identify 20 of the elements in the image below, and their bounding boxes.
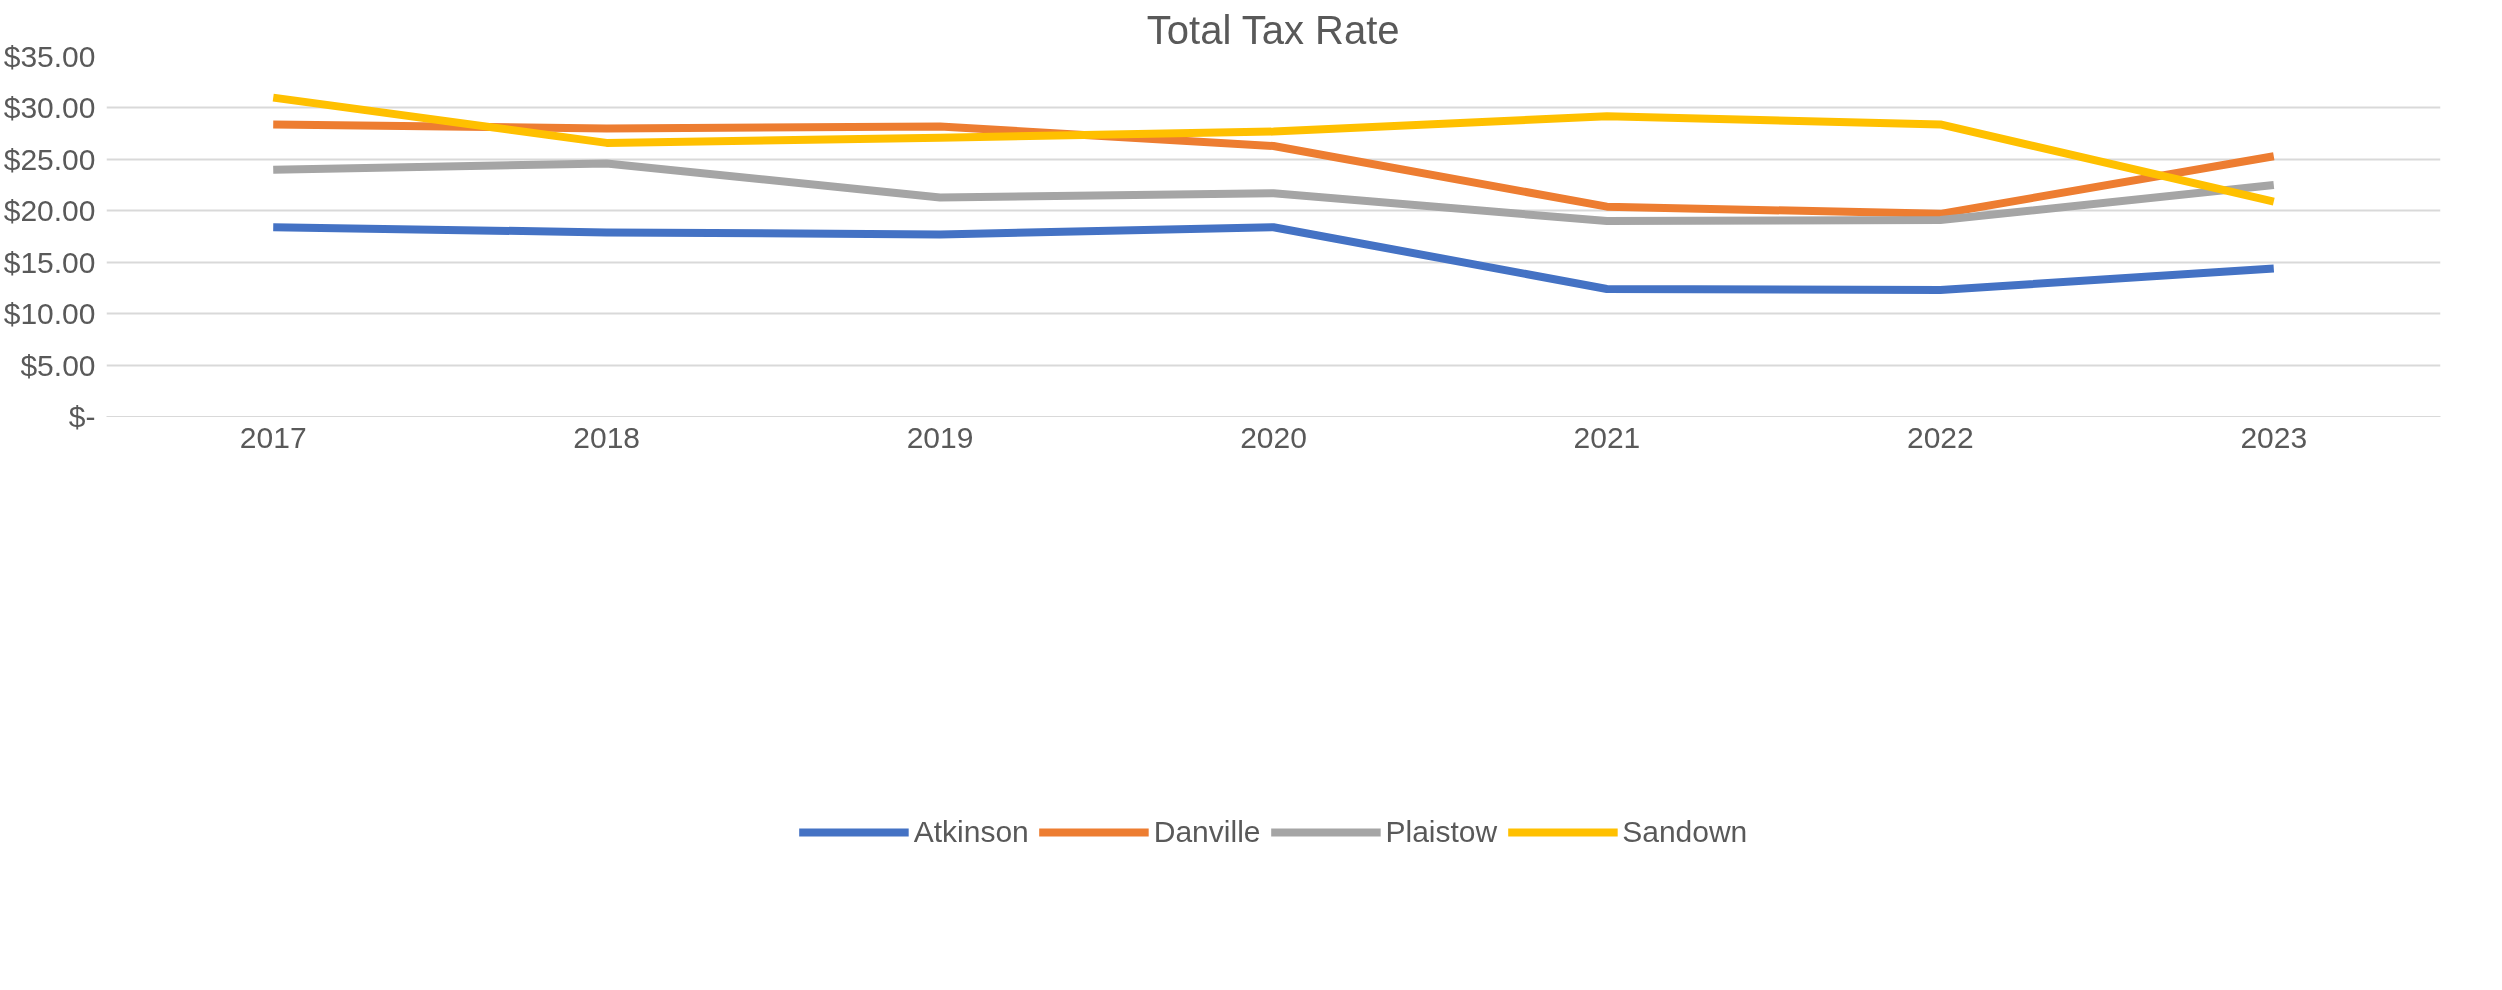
legend-label: Atkinson <box>913 814 1029 849</box>
x-tick-label: 2023 <box>2240 420 2308 454</box>
x-tick-label: 2018 <box>573 420 641 454</box>
legend-label: Danville <box>1153 814 1261 849</box>
x-tick-label: 2021 <box>1573 420 1641 454</box>
y-tick-label: $20.00 <box>3 194 96 228</box>
legend-label: Sandown <box>1622 814 1748 849</box>
y-tick-label: $35.00 <box>3 40 96 73</box>
y-tick-label: $30.00 <box>3 91 96 125</box>
y-tick-label: $5.00 <box>20 348 96 382</box>
legend-label: Plaistow <box>1385 814 1498 849</box>
x-tick-label: 2022 <box>1906 420 1974 454</box>
chart-title: Total Tax Rate <box>1146 7 1400 52</box>
x-tick-label: 2019 <box>906 420 974 454</box>
y-tick-label: $10.00 <box>3 297 96 331</box>
x-tick-label: 2020 <box>1240 420 1307 454</box>
y-tick-label: $- <box>68 400 96 433</box>
y-tick-label: $15.00 <box>3 245 96 279</box>
x-tick-label: 2017 <box>239 420 307 454</box>
y-tick-label: $25.00 <box>3 142 96 176</box>
